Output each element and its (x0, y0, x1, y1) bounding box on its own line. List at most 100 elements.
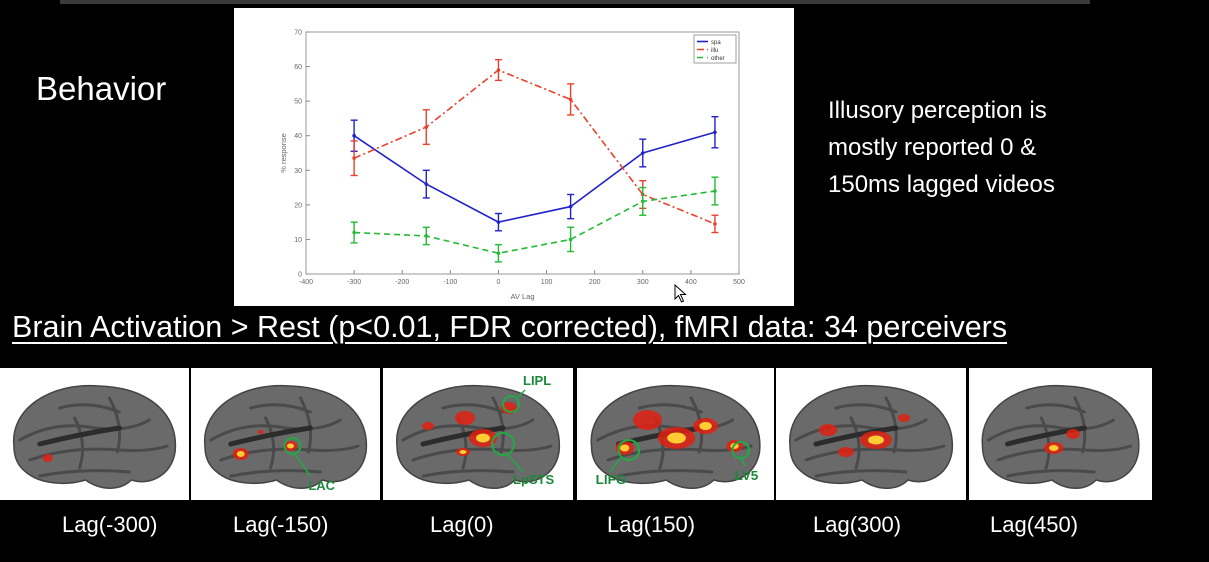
roi-label: LAC (308, 478, 335, 493)
brain-surface-icon: LIFG LV5 (590, 384, 761, 489)
x-tick-label: 400 (685, 279, 697, 286)
data-point-illu (424, 125, 429, 129)
x-tick-label: 0 (496, 279, 500, 286)
slide-note: Illusory perception is mostly reported 0… (828, 92, 1148, 203)
activation-blob (422, 422, 434, 430)
sulcus (264, 416, 276, 470)
x-tick-label: -400 (299, 279, 313, 286)
sylvian-fissure (1005, 425, 1087, 447)
sulcus (986, 418, 1115, 442)
sylvian-fissure (813, 425, 899, 447)
data-point-illu (496, 68, 501, 72)
data-point-illu (713, 222, 717, 226)
sulcus (491, 396, 505, 454)
sulcus (18, 418, 151, 442)
data-point-other (713, 189, 717, 193)
activation-peak (476, 433, 490, 443)
brain-hemisphere (204, 384, 368, 489)
activation-peak (868, 435, 884, 445)
roi-leader-line (740, 457, 746, 467)
y-tick-label: 20 (294, 202, 302, 209)
activation-peak (620, 444, 630, 452)
lag-label: Lag(150) (607, 512, 696, 537)
activation-peak (1048, 445, 1059, 451)
brain-panel (776, 368, 966, 500)
roi-leader-line (516, 389, 526, 399)
activation-blob (42, 454, 53, 462)
x-tick-label: -200 (395, 279, 409, 286)
lag-label: Lag(0) (430, 512, 494, 537)
brain-panel: LIPL LpSTS (383, 368, 573, 500)
data-point-spa (713, 130, 717, 135)
data-point-other (424, 234, 429, 238)
activation-blob (1066, 429, 1080, 439)
sylvian-fissure (37, 425, 122, 447)
brain-surface-icon: LIPL LpSTS (396, 373, 561, 489)
x-tick-label: -300 (347, 279, 361, 286)
y-tick-label: 50 (294, 99, 302, 106)
activation-peak (699, 422, 712, 430)
lag-label: Lag(-150) (233, 512, 329, 537)
sulcus (616, 469, 714, 478)
lag-label: Lag(300) (813, 512, 902, 537)
activation-blob (257, 430, 264, 434)
x-axis-label: AV Lag (510, 292, 534, 301)
brain-surface-icon (13, 384, 177, 489)
roi-label: LIPL (523, 373, 551, 388)
roi-leader-line (293, 453, 311, 477)
section-heading: Brain Activation > Rest (p<0.01, FDR cor… (12, 310, 1008, 344)
brain-panel (969, 368, 1152, 500)
x-tick-label: 200 (589, 279, 601, 286)
sulcus (1073, 396, 1087, 454)
brain-panel: LIFG LV5 (577, 368, 774, 500)
sulcus (298, 396, 313, 454)
sulcus (849, 416, 861, 470)
sulcus (107, 396, 122, 454)
activation-peak (459, 450, 467, 454)
sulcus (814, 469, 908, 478)
activation-blob (632, 410, 663, 430)
y-axis-label: % response (279, 133, 288, 173)
mouse-cursor-icon (674, 284, 687, 303)
note-line-2: mostly reported 0 & (828, 134, 1037, 161)
brain-panel: LAC (191, 368, 380, 500)
activation-peak (667, 432, 686, 444)
series-line-spa (353, 131, 716, 223)
roi-circle (491, 432, 515, 456)
y-tick-label: 0 (298, 272, 302, 279)
activation-blob (819, 424, 837, 436)
data-point-spa (568, 204, 573, 209)
roi-label: LpSTS (513, 472, 554, 487)
data-point-spa (352, 133, 356, 138)
data-point-spa (424, 182, 429, 186)
roi-circle (502, 395, 520, 413)
data-point-other (496, 251, 501, 256)
activation-blob (455, 411, 475, 425)
data-point-spa (496, 220, 501, 224)
lag-label: Lag(-300) (62, 512, 158, 537)
behavior-label: Behavior (36, 70, 167, 107)
data-point-other (352, 230, 356, 235)
sulcus (794, 418, 928, 442)
sulcus (229, 469, 322, 478)
y-tick-label: 70 (294, 30, 302, 37)
y-tick-label: 30 (294, 168, 302, 175)
behavior-chart: -400 -300 -200 -100 0 100 200 300 400 500 0 10 20 30 4… (234, 8, 794, 306)
data-point-spa (640, 151, 645, 155)
roi-circle (617, 439, 641, 461)
x-tick-label: 300 (637, 279, 649, 286)
note-line-3: 150ms lagged videos (828, 171, 1055, 198)
roi-leader-line (609, 457, 622, 473)
roi-circle (283, 437, 302, 455)
sulcus (38, 469, 131, 478)
activation-blob (838, 447, 854, 457)
y-tick-label: 40 (294, 133, 302, 140)
x-tick-label: 500 (733, 279, 745, 286)
sylvian-fissure (228, 425, 313, 447)
data-point-illu (352, 156, 356, 160)
sulcus (209, 418, 342, 442)
brain-hemisphere (981, 384, 1140, 489)
data-point-other (640, 199, 645, 204)
line-chart-svg: -400 -300 -200 -100 0 100 200 300 400 500 0 10 20 30 4… (279, 30, 745, 302)
sylvian-fissure (420, 425, 506, 447)
